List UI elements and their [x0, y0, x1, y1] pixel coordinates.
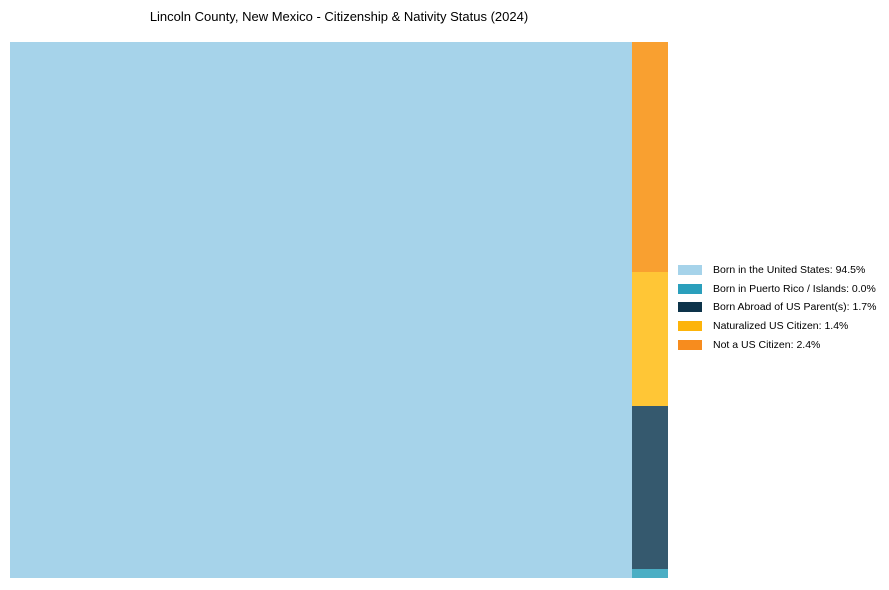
- treemap-rect-naturalized: [631, 271, 668, 407]
- legend-item-born-puerto-rico: Born in Puerto Rico / Islands: 0.0%: [678, 280, 876, 299]
- legend: Born in the United States: 94.5% Born in…: [678, 261, 876, 354]
- treemap-plot: [10, 42, 668, 578]
- legend-item-not-us-citizen: Not a US Citizen: 2.4%: [678, 335, 876, 354]
- legend-item-born-abroad: Born Abroad of US Parent(s): 1.7%: [678, 298, 876, 317]
- legend-item-born-in-us: Born in the United States: 94.5%: [678, 261, 876, 280]
- treemap-rect-born-puerto-rico: [631, 569, 668, 578]
- legend-swatch-born-puerto-rico-icon: [678, 283, 702, 294]
- chart-title: Lincoln County, New Mexico - Citizenship…: [149, 9, 529, 24]
- legend-label-naturalized: Naturalized US Citizen: 1.4%: [713, 320, 849, 333]
- treemap-rect-born-abroad: [631, 406, 668, 569]
- treemap-rect-born-in-us: [10, 42, 632, 578]
- legend-label-not-us-citizen: Not a US Citizen: 2.4%: [713, 338, 821, 351]
- legend-item-naturalized: Naturalized US Citizen: 1.4%: [678, 317, 876, 336]
- legend-swatch-born-in-us-icon: [678, 265, 702, 276]
- legend-label-born-puerto-rico: Born in Puerto Rico / Islands: 0.0%: [713, 282, 876, 295]
- legend-swatch-not-us-citizen-icon: [678, 339, 702, 350]
- legend-label-born-abroad: Born Abroad of US Parent(s): 1.7%: [713, 301, 877, 314]
- treemap-rect-not-us-citizen: [631, 42, 668, 272]
- legend-swatch-naturalized-icon: [678, 321, 702, 332]
- legend-swatch-born-abroad-icon: [678, 302, 702, 313]
- legend-label-born-in-us: Born in the United States: 94.5%: [713, 264, 866, 277]
